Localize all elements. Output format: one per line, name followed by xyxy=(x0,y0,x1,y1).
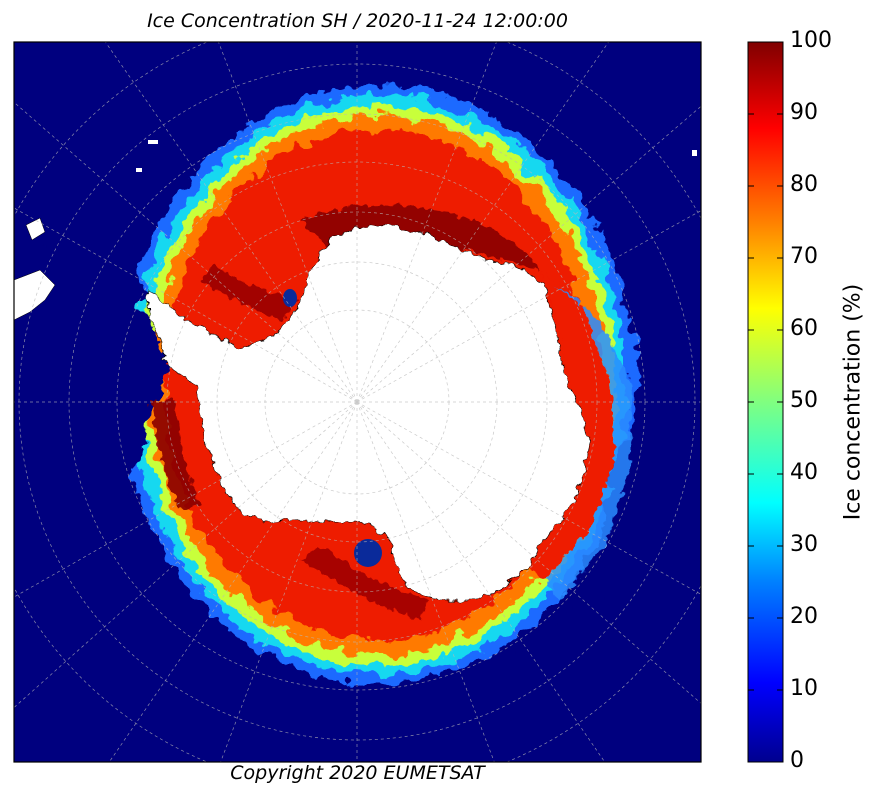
south-america-tip xyxy=(14,269,56,321)
colorbar-tick-label: 30 xyxy=(790,532,818,557)
colorbar-tick-label: 80 xyxy=(790,172,818,197)
colorbar-tick-label: 60 xyxy=(790,316,818,341)
polynya xyxy=(354,539,382,567)
colorbar-tick-label: 0 xyxy=(790,748,804,773)
colorbar-label: Ice concentration (%) xyxy=(840,283,866,521)
map-frame xyxy=(13,41,702,763)
colorbar-tick-label: 90 xyxy=(790,100,818,125)
copyright-notice: Copyright 2020 EUMETSAT xyxy=(230,762,485,784)
antarctica-landmass xyxy=(147,224,591,601)
colorbar-tick-label: 10 xyxy=(790,676,818,701)
colorbar-tick-label: 40 xyxy=(790,460,818,485)
colorbar-tick-label: 20 xyxy=(790,604,818,629)
east-coast-ice xyxy=(520,270,632,600)
colorbar-ticks xyxy=(748,41,783,763)
map-title: Ice Concentration SH / 2020-11-24 12:00:… xyxy=(147,10,568,32)
colorbar-tick-label: 100 xyxy=(790,28,832,53)
lat-lon-grid xyxy=(14,42,701,762)
colorbar-tick-label: 70 xyxy=(790,244,818,269)
colorbar-tick-label: 50 xyxy=(790,388,818,413)
map-panel xyxy=(14,42,701,762)
